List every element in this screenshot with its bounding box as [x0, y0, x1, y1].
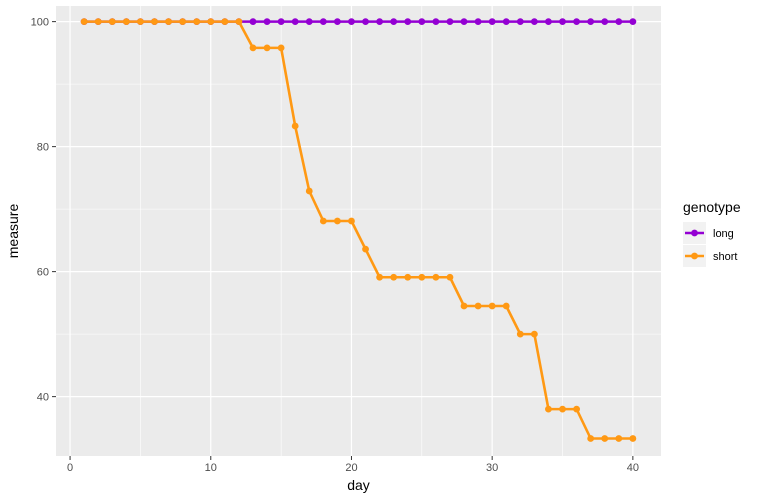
data-point-long	[376, 18, 384, 26]
data-point-short	[319, 217, 327, 225]
data-point-short	[432, 273, 440, 281]
data-point-long	[277, 18, 285, 26]
data-point-short	[629, 435, 637, 442]
data-point-long	[601, 18, 609, 26]
x-tick-label: 30	[486, 462, 498, 474]
y-tick-label: 80	[37, 142, 49, 154]
data-point-short	[333, 217, 341, 225]
data-point-short	[151, 18, 158, 26]
data-point-short	[221, 18, 229, 26]
data-point-long	[291, 18, 299, 26]
data-point-long	[530, 18, 538, 26]
data-point-short	[249, 44, 257, 52]
data-point-short	[516, 330, 524, 338]
data-point-short	[122, 18, 130, 26]
data-point-short	[404, 273, 412, 281]
data-point-short	[418, 273, 426, 281]
data-point-short	[94, 18, 102, 26]
data-point-long	[390, 18, 398, 26]
data-point-short	[348, 217, 355, 225]
data-point-short	[530, 330, 538, 338]
data-point-short	[545, 405, 552, 413]
data-point-long	[460, 18, 468, 26]
data-point-long	[348, 18, 355, 26]
data-point-long	[404, 18, 412, 26]
data-point-short	[277, 44, 285, 52]
data-point-long	[305, 18, 313, 26]
data-point-short	[80, 18, 88, 26]
y-axis: 40 60 80 100	[31, 17, 56, 404]
data-point-long	[249, 18, 257, 26]
data-point-short	[235, 18, 243, 26]
data-point-short	[362, 245, 369, 253]
x-tick-label: 40	[627, 462, 639, 474]
data-point-long	[488, 18, 496, 26]
legend-key-point	[691, 252, 698, 260]
data-point-short	[207, 18, 215, 26]
data-point-short	[587, 435, 595, 442]
data-point-short	[193, 18, 201, 26]
data-point-long	[333, 18, 341, 26]
y-axis-title: measure	[5, 204, 21, 259]
data-point-short	[137, 18, 144, 26]
data-point-short	[263, 44, 271, 52]
legend-label: long	[713, 228, 734, 240]
data-point-short	[179, 18, 187, 26]
legend-title: genotype	[683, 199, 741, 215]
data-point-short	[460, 302, 468, 310]
data-point-long	[629, 18, 637, 26]
data-point-short	[305, 187, 313, 195]
y-tick-label: 100	[31, 17, 49, 29]
data-point-short	[573, 405, 580, 413]
legend-item-long: long	[683, 222, 734, 244]
data-point-long	[474, 18, 482, 26]
data-point-long	[432, 18, 440, 26]
data-point-long	[545, 18, 552, 26]
x-tick-label: 10	[205, 462, 217, 474]
minor-gridlines	[56, 6, 661, 456]
data-point-long	[502, 18, 510, 26]
series-short	[80, 18, 637, 442]
x-axis: 0 10 20 30 40	[67, 456, 639, 474]
data-point-short	[390, 273, 398, 281]
legend-item-short: short	[683, 245, 737, 267]
legend-key-point	[691, 229, 698, 237]
legend: genotype long short	[683, 199, 741, 267]
data-point-short	[502, 302, 510, 310]
data-point-short	[488, 302, 496, 310]
series-layer	[80, 18, 637, 442]
x-tick-label: 0	[67, 462, 73, 474]
data-point-short	[601, 435, 609, 442]
data-point-short	[165, 18, 172, 26]
data-point-short	[446, 273, 454, 281]
data-point-long	[319, 18, 327, 26]
legend-label: short	[713, 251, 737, 263]
data-point-long	[263, 18, 271, 26]
data-point-long	[362, 18, 369, 26]
x-axis-title: day	[347, 477, 370, 493]
data-point-short	[559, 405, 566, 413]
data-point-short	[108, 18, 116, 26]
series-line-short	[84, 20, 633, 440]
data-point-short	[615, 435, 623, 442]
data-point-long	[559, 18, 566, 26]
x-tick-label: 20	[345, 462, 357, 474]
data-point-long	[573, 18, 580, 26]
data-point-long	[516, 18, 524, 26]
data-point-short	[474, 302, 482, 310]
data-point-short	[376, 273, 384, 281]
data-point-long	[418, 18, 426, 26]
data-point-long	[446, 18, 454, 26]
y-tick-label: 60	[37, 267, 49, 279]
data-point-short	[291, 122, 299, 130]
data-point-long	[615, 18, 623, 26]
plot-panel	[56, 6, 661, 456]
y-tick-label: 40	[37, 392, 49, 404]
data-point-long	[587, 18, 595, 26]
